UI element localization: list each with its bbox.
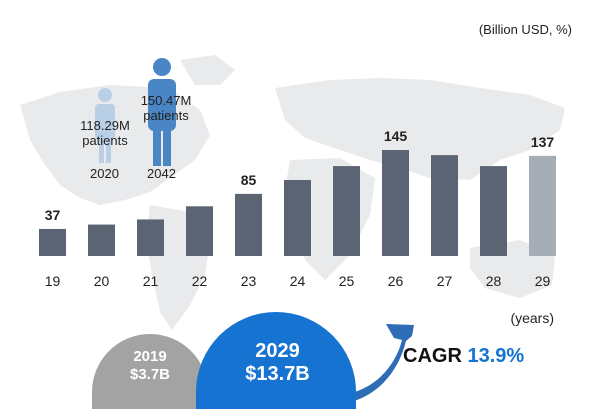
patients-2020: 118.29M patients: [70, 118, 140, 148]
x-tick-21: 21: [143, 273, 159, 289]
data-label-26: 145: [384, 128, 408, 144]
x-tick-28: 28: [486, 273, 502, 289]
years-label: (years): [510, 310, 554, 326]
bar-23: [235, 193, 262, 256]
unit-label: (Billion USD, %): [478, 22, 572, 37]
patients-2042-word: patients: [143, 108, 189, 123]
bar-29: [529, 155, 556, 256]
bar-28: [480, 166, 507, 256]
patient-icon-2020: [95, 88, 115, 163]
x-tick-23: 23: [241, 273, 257, 289]
patient-icon-2042: [148, 58, 176, 166]
start-badge: 2019 $3.7B: [95, 348, 205, 384]
x-axis-ticks: 19 20 21 22 23 24 25 26 27 28 29: [45, 273, 551, 289]
bar-27: [431, 155, 458, 256]
x-tick-29: 29: [535, 273, 551, 289]
data-labels: 37 85 145 137: [45, 128, 555, 223]
start-badge-value: $3.7B: [129, 366, 171, 383]
bar-19: [39, 228, 66, 256]
cagr-label: CAGR: [403, 345, 462, 367]
bar-series: [39, 150, 556, 256]
start-badge-year: 2019: [133, 348, 167, 365]
x-tick-19: 19: [45, 273, 61, 289]
bar-24: [284, 179, 311, 256]
start-badge-shape: [92, 334, 208, 409]
bar-25: [333, 166, 360, 256]
bar-22: [186, 206, 213, 256]
end-badge: 2029 $13.7B: [210, 340, 345, 386]
x-tick-24: 24: [290, 273, 306, 289]
bar-21: [137, 219, 164, 256]
patients-2042: 150.47M patients: [130, 93, 202, 123]
bar-20: [88, 224, 115, 256]
patients-2042-year: 2042: [147, 166, 176, 181]
patients-2042-value: 150.47M: [140, 93, 192, 108]
x-tick-20: 20: [94, 273, 110, 289]
patients-2020-year: 2020: [90, 166, 119, 181]
end-badge-shape: [196, 312, 356, 409]
end-badge-year: 2029: [255, 340, 300, 362]
data-label-29: 137: [531, 134, 555, 150]
data-label-23: 85: [241, 172, 257, 188]
patients-2020-word: patients: [82, 133, 128, 148]
end-badge-value: $13.7B: [245, 363, 310, 385]
x-tick-25: 25: [339, 273, 355, 289]
cagr-callout: CAGR 13.9%: [403, 345, 524, 368]
patients-2020-value: 118.29M: [80, 118, 130, 133]
cagr-value: 13.9%: [467, 345, 525, 367]
x-tick-26: 26: [388, 273, 404, 289]
data-label-19: 37: [45, 207, 61, 223]
x-tick-27: 27: [437, 273, 453, 289]
bar-26: [382, 150, 409, 256]
x-tick-22: 22: [192, 273, 208, 289]
